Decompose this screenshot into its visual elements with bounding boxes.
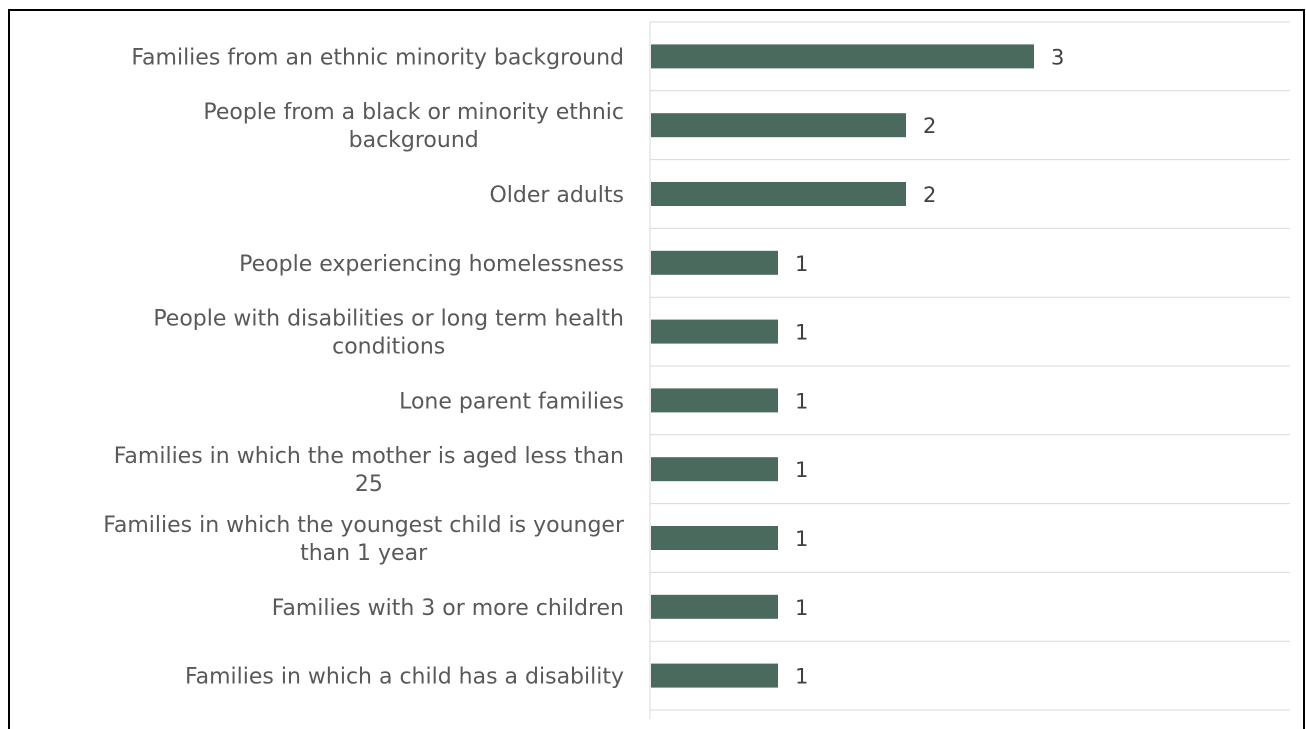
- category-label: People from a black or minority ethnic ba…: [203, 100, 624, 153]
- category-label-line: conditions: [332, 335, 445, 360]
- category-label-line: 25: [355, 472, 383, 497]
- bar: [651, 526, 778, 550]
- category-label-line: People from a black or minority ethnic: [203, 100, 624, 125]
- data-label: 1: [795, 527, 808, 551]
- category-label: People with disabilities or long term he…: [153, 307, 624, 360]
- category-label-line: People experiencing homelessness: [239, 252, 624, 277]
- category-label: Families in which a child has a disabili…: [185, 665, 624, 690]
- data-label: 2: [923, 183, 936, 207]
- category-label-line: Older adults: [489, 183, 624, 208]
- category-label: Families from an ethnic minority backgro…: [131, 45, 624, 70]
- category-label-line: background: [349, 128, 479, 153]
- category-label: Families with 3 or more children: [272, 596, 624, 621]
- category-label: Older adults: [489, 183, 624, 208]
- category-label-line: Families in which a child has a disabili…: [185, 665, 624, 690]
- gridlines: [650, 21, 1290, 711]
- chart-frame: [8, 9, 1305, 729]
- bar: [651, 113, 906, 138]
- category-label-line: Lone parent families: [399, 389, 624, 414]
- category-label-line: than 1 year: [300, 541, 428, 566]
- bar: [651, 457, 778, 482]
- bar: [651, 594, 778, 619]
- bar: [651, 319, 778, 344]
- data-label: 1: [795, 665, 808, 689]
- category-label: Families in which the youngest child is …: [103, 513, 625, 566]
- category-label-line: Families with 3 or more children: [272, 596, 624, 621]
- bar: [651, 388, 778, 413]
- bar: [651, 663, 778, 688]
- category-label: Lone parent families: [399, 389, 624, 414]
- bars: [651, 44, 1034, 688]
- category-label-line: Families from an ethnic minority backgro…: [131, 45, 624, 70]
- bar: [651, 44, 1034, 69]
- bar: [651, 250, 778, 275]
- bar: [651, 182, 906, 206]
- category-labels: Families from an ethnic minority backgro…: [103, 45, 625, 689]
- data-label: 3: [1051, 45, 1064, 69]
- data-label: 1: [795, 321, 808, 345]
- category-label-line: People with disabilities or long term he…: [153, 307, 624, 332]
- data-labels: 3 2 2 1 1 1 1 1 1 1: [795, 45, 1064, 688]
- data-label: 1: [795, 458, 808, 482]
- category-label-line: Families in which the mother is aged les…: [114, 444, 624, 469]
- category-label: Families in which the mother is aged les…: [114, 444, 624, 497]
- category-label: People experiencing homelessness: [239, 252, 624, 277]
- data-label: 1: [795, 389, 808, 413]
- data-label: 2: [923, 114, 936, 138]
- data-label: 1: [795, 596, 808, 620]
- category-label-line: Families in which the youngest child is …: [103, 513, 625, 538]
- data-label: 1: [795, 252, 808, 276]
